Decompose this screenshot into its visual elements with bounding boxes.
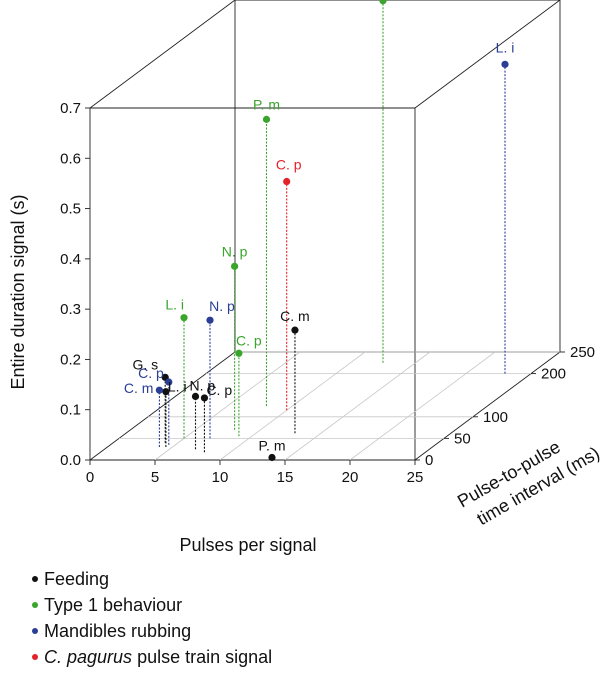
point-mandibles-rubbing (501, 60, 509, 68)
point-label-mandibles-rubbing: C. p (138, 365, 164, 381)
axis-ticks: 0 5 10 15 20 25 0.0 0.1 0.2 0.3 0.4 0.5 0.6 0.7 0 50 100… (60, 100, 595, 486)
point-mandibles-rubbing (165, 378, 173, 386)
point-type-1-behaviour (235, 349, 243, 357)
point-c-pagurus-pulse-train-signal (283, 177, 291, 186)
point-type-1-behaviour (231, 262, 239, 270)
point-feeding (291, 326, 299, 334)
point-label-feeding: C. m (280, 308, 310, 324)
x-tick-label: 25 (407, 469, 424, 486)
legend: Feeding Type 1 behaviour Mandibles rubbi… (32, 566, 272, 670)
z-tick-label: 0.2 (60, 351, 81, 368)
point-feeding (200, 394, 209, 402)
point-label-feeding: N. p (190, 377, 216, 393)
point-type-1-behaviour (379, 0, 387, 5)
legend-label-species: C. pagurus (44, 646, 133, 667)
legend-dot-feeding (32, 576, 38, 582)
z-tick-label: 0.5 (60, 201, 81, 218)
data-points (155, 0, 509, 462)
point-label-type-1-behaviour: C. p (236, 332, 262, 348)
point-label-mandibles-rubbing: L. i (496, 39, 515, 55)
point-feeding (191, 392, 200, 400)
floor-grid-line-x (219, 351, 366, 461)
legend-label-c-pagurus-pulse-train: C. pagurus pulse train signal (44, 647, 272, 668)
scatter-3d-chart: 0 5 10 15 20 25 0.0 0.1 0.2 0.3 0.4 0.5 0.6 0.7 0 50 100… (8, 0, 601, 555)
legend-dot-c-pagurus-pulse-train (32, 654, 38, 660)
z-tick-label: 0.7 (60, 100, 81, 117)
x-tick-label: 10 (212, 469, 229, 486)
cube-edge (414, 0, 561, 109)
z-tick-label: 0.4 (60, 251, 81, 268)
y-tick-label: 250 (570, 344, 595, 361)
legend-label-feeding: Feeding (44, 568, 110, 589)
drop-lines (158, 0, 506, 460)
legend-item-c-pagurus-pulse-train: C. pagurus pulse train signal (32, 644, 272, 670)
z-tick-label: 0.1 (60, 402, 81, 419)
point-label-mandibles-rubbing: N. p (209, 298, 235, 314)
point-label-feeding: C. p (206, 382, 232, 398)
floor-grid-line-x (154, 351, 301, 461)
point-label-feeding: G. s (133, 356, 159, 372)
point-label-feeding: L. i (168, 379, 187, 395)
z-tick-label: 0.6 (60, 150, 81, 167)
z-axis-title: Entire duration signal (s) (8, 194, 28, 389)
point-feeding (162, 388, 170, 396)
z-tick-label: 0.0 (60, 452, 81, 469)
legend-label-rest: pulse train signal (132, 646, 273, 667)
legend-label-type-1-behaviour: Type 1 behaviour (44, 594, 183, 615)
point-labels: G. sL. iN. pC. pC. mP. mC. mP. mN. pL. i… (124, 39, 515, 453)
x-axis-title: Pulses per signal (179, 535, 316, 555)
legend-item-type-1-behaviour: Type 1 behaviour (32, 592, 272, 618)
x-tick-label: 20 (342, 469, 359, 486)
point-mandibles-rubbing (155, 386, 163, 394)
point-label-mandibles-rubbing: C. m (124, 380, 154, 396)
y-tick-label: 50 (454, 430, 471, 447)
x-tick-label: 15 (277, 469, 294, 486)
legend-item-mandibles-rubbing: Mandibles rubbing (32, 618, 272, 644)
x-tick-label: 0 (86, 469, 94, 486)
point-feeding (268, 453, 276, 462)
point-label-type-1-behaviour: L. i (165, 297, 184, 313)
point-label-type-1-behaviour: N. p (222, 243, 248, 259)
y-tick-label: 200 (541, 366, 566, 383)
cube-edge (89, 351, 236, 461)
point-label-type-1-behaviour: P. m (253, 96, 280, 112)
cube-edge (414, 351, 561, 461)
y-tick-label: 0 (425, 452, 433, 469)
cube-edge (89, 0, 236, 109)
point-mandibles-rubbing (206, 316, 214, 324)
legend-dot-mandibles-rubbing (32, 628, 38, 634)
legend-dot-type-1-behaviour (32, 602, 38, 608)
point-type-1-behaviour (180, 314, 188, 322)
legend-item-feeding: Feeding (32, 566, 272, 592)
point-type-1-behaviour (262, 115, 271, 123)
y-tick-label: 100 (483, 409, 508, 426)
z-tick-label: 0.3 (60, 301, 81, 318)
floor-grid-line-x (349, 351, 496, 461)
y-axis-title: Pulse-to-pulse time interval (ms) (454, 437, 601, 530)
x-tick-label: 5 (151, 469, 159, 486)
legend-label-mandibles-rubbing: Mandibles rubbing (44, 620, 192, 641)
floor-grid-line-x (284, 351, 431, 461)
point-label-c-pagurus-pulse-train-signal: C. p (276, 157, 302, 173)
floor-grid (119, 351, 560, 461)
point-label-feeding: P. m (259, 437, 286, 453)
